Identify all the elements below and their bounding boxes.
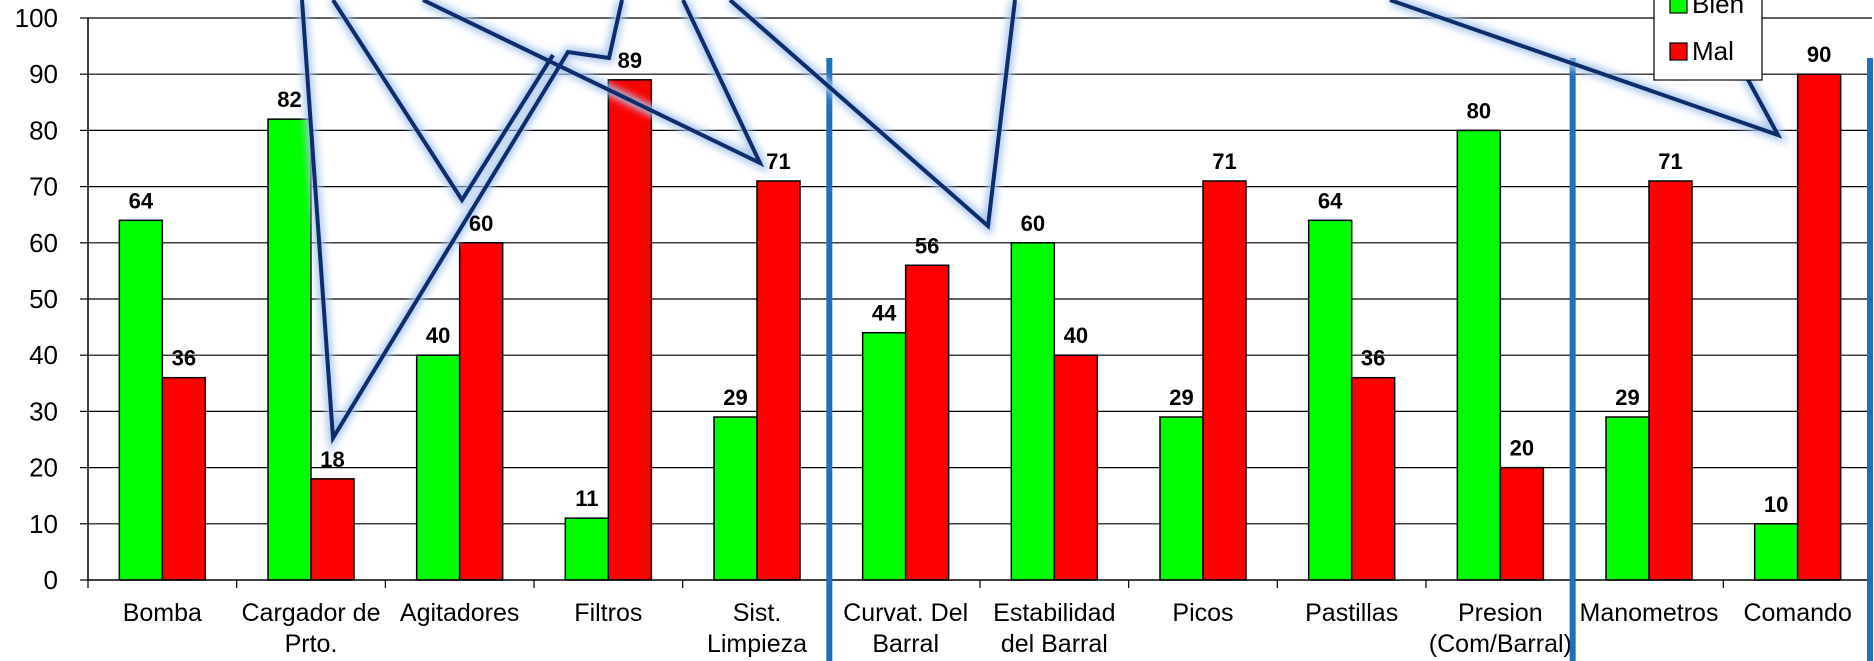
y-tick-label: 50 [29,284,58,314]
x-category-label: Cargador de Prto. [242,599,381,658]
x-category-label: Presion (Com/Barral) [1429,599,1572,658]
x-category-label: Curvat. Del Barral [843,599,968,658]
bar-bien [1159,416,1204,581]
bar-bien [1753,523,1799,581]
data-label-mal: 89 [618,48,642,73]
bar-mal [458,242,504,581]
data-label-bien: 44 [872,301,897,326]
y-tick-label: 30 [29,396,58,426]
callout-line [300,0,624,445]
bar-mal [1499,466,1545,581]
bar-mal [1796,73,1842,581]
data-label-bien: 40 [426,323,450,348]
bar-bien [1605,416,1650,581]
legend-swatch-bien [1669,0,1688,14]
x-category-label: Sist. Limpieza [707,599,807,658]
x-category-label: Estabilidad del Barral [993,599,1115,658]
bar-bien [1456,129,1502,581]
x-category-label: Bomba [123,599,202,627]
bars [118,73,1842,581]
x-category-label: Comando [1743,599,1851,627]
bar-mal [607,79,653,581]
data-label-mal: 20 [1510,436,1534,461]
y-tick-label: 90 [29,59,58,89]
data-label-bien: 29 [723,385,747,410]
y-tick-label: 40 [29,340,58,370]
bar-bien [564,517,610,581]
data-label-bien: 60 [1021,211,1045,236]
callout-line [331,0,555,204]
x-category-label: Pastillas [1305,599,1398,627]
legend-label-mal: Mal [1692,36,1734,66]
bar-bien [1010,242,1056,581]
data-label-mal: 18 [320,447,344,472]
y-tick-label: 0 [44,565,58,595]
data-label-bien: 82 [277,87,301,112]
bar-bien [267,118,312,581]
bar-mal [310,478,355,581]
data-label-mal: 71 [1658,149,1682,174]
bar-bien [861,331,907,581]
data-label-mal: 40 [1064,323,1088,348]
bar-bien [713,416,758,581]
callout-line [422,0,765,168]
data-label-mal: 90 [1807,42,1831,67]
x-category-label: Filtros [574,599,642,627]
data-label-bien: 11 [575,486,598,511]
bar-mal [756,180,801,581]
data-label-mal: 71 [766,149,790,174]
legend: Bien Mal [1653,0,1763,81]
data-label-mal: 36 [172,346,196,371]
gridlines [88,17,1872,525]
x-category-label: Picos [1172,599,1233,627]
y-tick-label: 80 [29,115,58,145]
category-separators [826,58,1873,661]
data-label-bien: 29 [1615,385,1639,410]
data-label-bien: 80 [1467,98,1491,123]
data-labels: 64 36 82 18 40 60 11 89 29 71 44 56 60 40 29 71 64 36 80 20… [129,42,1832,517]
data-label-mal: 56 [915,233,939,258]
bar-mal [904,264,950,581]
bar-mal [1350,376,1396,581]
data-label-bien: 64 [129,188,154,213]
y-tick-label: 100 [15,3,58,33]
y-tick-label: 20 [29,453,58,483]
x-category-label: Agitadores [400,599,520,627]
bar-bien [1307,219,1353,581]
data-label-mal: 60 [469,211,493,236]
x-category-label: Manometros [1580,599,1719,627]
y-tick-label: 10 [29,509,58,539]
y-tick-label: 70 [29,172,58,202]
bar-bien [118,219,164,581]
bar-bien [415,354,461,581]
bar-mal [1053,354,1099,581]
legend-swatch-mal [1669,42,1688,61]
data-label-mal: 36 [1361,346,1385,371]
legend-label-bien: Bien [1692,0,1744,19]
axes: 0 10 20 30 40 50 60 70 80 90 100 Bomba Cargador de Pr… [15,3,1873,658]
bar-mal [1202,180,1247,581]
y-tick-label: 60 [29,228,58,258]
callout-line [728,0,1017,231]
data-label-mal: 71 [1212,149,1236,174]
data-label-bien: 64 [1318,188,1343,213]
data-label-bien: 10 [1764,492,1788,517]
bar-mal [1648,180,1693,581]
data-label-bien: 29 [1169,385,1193,410]
bar-mal [161,376,207,581]
